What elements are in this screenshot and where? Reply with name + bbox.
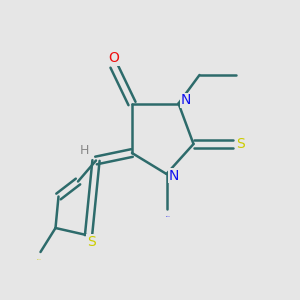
Text: O: O [109,52,119,65]
Text: N: N [181,94,191,107]
Text: H: H [79,143,89,157]
Text: methyl: methyl [37,259,41,260]
Text: methyl: methyl [166,215,170,217]
Text: S: S [236,137,245,151]
Text: N: N [169,169,179,182]
Text: S: S [87,235,96,248]
